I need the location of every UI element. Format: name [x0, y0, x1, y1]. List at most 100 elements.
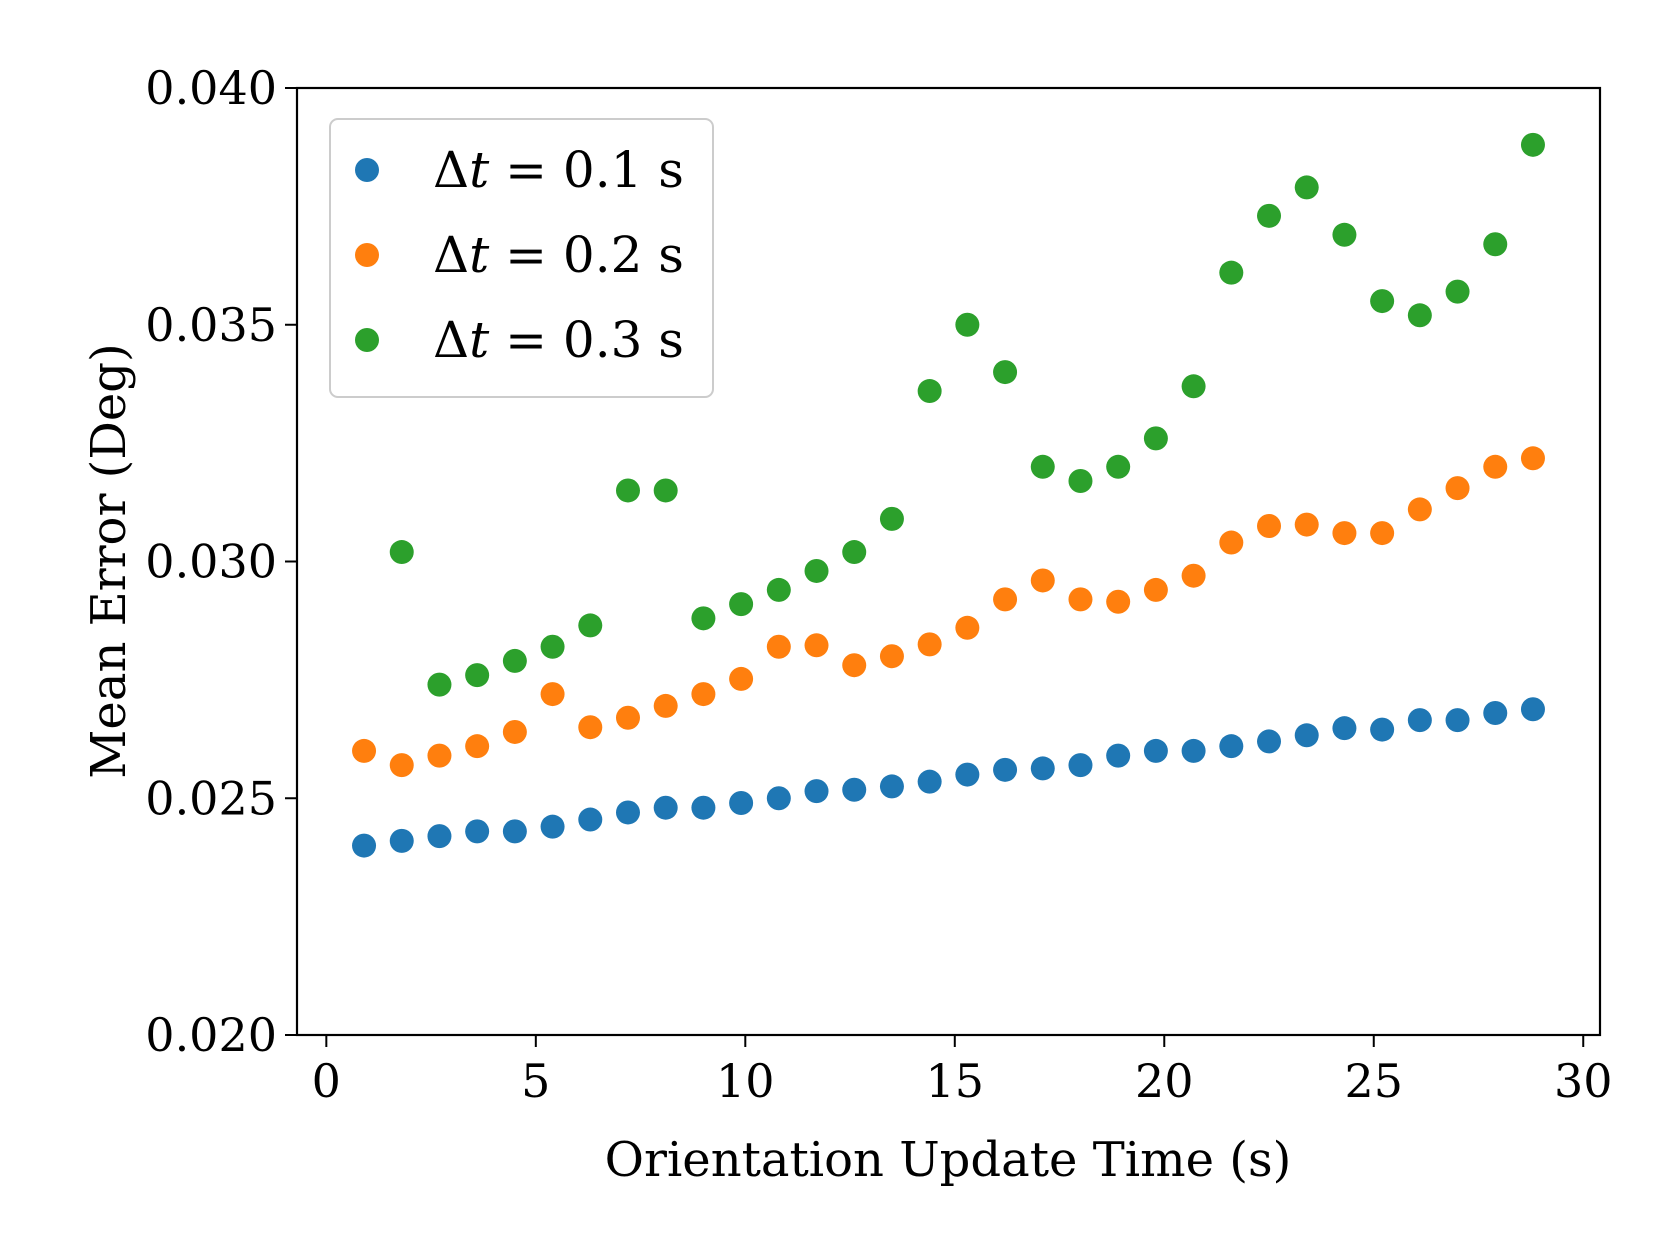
data-point — [465, 663, 490, 688]
data-point — [1407, 708, 1432, 733]
data-point — [1030, 568, 1055, 593]
data-point — [540, 634, 565, 659]
data-point — [1294, 723, 1319, 748]
data-point — [1143, 738, 1168, 763]
data-point — [1143, 577, 1168, 602]
plot-frame — [295, 86, 1602, 1037]
x-tick-label: 5 — [521, 1054, 550, 1108]
data-point — [540, 682, 565, 707]
x-tick-label: 0 — [312, 1054, 341, 1108]
data-point — [842, 777, 867, 802]
data-point — [1219, 260, 1244, 285]
data-point — [1520, 132, 1545, 157]
data-point — [465, 734, 490, 759]
data-point — [1030, 454, 1055, 479]
data-point — [1106, 589, 1131, 614]
legend-label: Δt = 0.1 s — [433, 141, 684, 199]
data-point — [615, 800, 640, 825]
data-point — [766, 577, 791, 602]
data-point — [1257, 513, 1282, 538]
data-point — [389, 828, 414, 853]
legend-entries: Δt = 0.1 s Δt = 0.2 s Δt = 0.3 s — [355, 141, 684, 369]
series-2 — [352, 446, 1545, 778]
data-point — [766, 786, 791, 811]
y-tick-label: 0.025 — [145, 771, 277, 825]
data-point — [1445, 279, 1470, 304]
series-3 — [389, 132, 1545, 697]
data-point — [1520, 446, 1545, 471]
data-point — [729, 592, 754, 617]
data-points — [352, 132, 1545, 858]
y-tick-label: 0.020 — [145, 1008, 277, 1062]
data-point — [917, 379, 942, 404]
data-point — [389, 540, 414, 565]
legend-marker — [355, 328, 379, 352]
data-point — [1257, 203, 1282, 228]
data-point — [1257, 729, 1282, 754]
data-point — [1483, 454, 1508, 479]
data-point — [804, 558, 829, 583]
data-point — [1407, 303, 1432, 328]
data-point — [578, 715, 603, 740]
data-point — [691, 795, 716, 820]
data-point — [955, 312, 980, 337]
data-point — [1030, 756, 1055, 781]
data-point — [352, 833, 377, 858]
data-point — [1370, 521, 1395, 546]
data-point — [1068, 469, 1093, 494]
data-point — [1181, 738, 1206, 763]
legend-label: Δt = 0.3 s — [433, 311, 684, 369]
data-point — [1370, 289, 1395, 314]
data-point — [842, 540, 867, 565]
data-point — [1181, 374, 1206, 399]
data-point — [352, 738, 377, 763]
data-point — [917, 769, 942, 794]
x-tick-label: 10 — [716, 1054, 775, 1108]
data-point — [993, 757, 1018, 782]
data-point — [1445, 708, 1470, 733]
legend-marker — [355, 158, 379, 182]
data-point — [1332, 222, 1357, 247]
data-point — [955, 762, 980, 787]
data-point — [691, 606, 716, 631]
data-point — [1294, 175, 1319, 200]
data-point — [1219, 734, 1244, 759]
data-point — [1106, 743, 1131, 768]
x-tick-label: 15 — [926, 1054, 985, 1108]
data-point — [766, 634, 791, 659]
data-point — [502, 648, 527, 673]
data-point — [1370, 717, 1395, 742]
data-point — [389, 753, 414, 778]
data-point — [993, 587, 1018, 612]
x-tick-label: 30 — [1554, 1054, 1613, 1108]
data-point — [578, 807, 603, 832]
data-point — [729, 790, 754, 815]
data-point — [1483, 701, 1508, 726]
data-point — [804, 633, 829, 658]
data-point — [1106, 454, 1131, 479]
legend: Δt = 0.1 s Δt = 0.2 s Δt = 0.3 s — [329, 118, 714, 398]
data-point — [653, 478, 678, 503]
data-point — [502, 819, 527, 844]
y-tick-label: 0.030 — [145, 535, 277, 589]
data-point — [955, 615, 980, 640]
data-point — [1068, 753, 1093, 778]
data-point — [1520, 697, 1545, 722]
y-axis: 0.020 0.025 0.030 0.035 0.040 — [145, 61, 297, 1062]
data-point — [465, 819, 490, 844]
x-tick-label: 25 — [1344, 1054, 1403, 1108]
data-point — [653, 693, 678, 718]
data-point — [1294, 512, 1319, 537]
data-point — [427, 824, 452, 849]
data-point — [615, 478, 640, 503]
data-point — [578, 613, 603, 638]
data-point — [502, 719, 527, 744]
data-point — [879, 506, 904, 531]
data-point — [1068, 587, 1093, 612]
y-tick-label: 0.035 — [145, 298, 277, 352]
legend-label: Δt = 0.2 s — [433, 226, 684, 284]
data-point — [729, 666, 754, 691]
data-point — [653, 795, 678, 820]
